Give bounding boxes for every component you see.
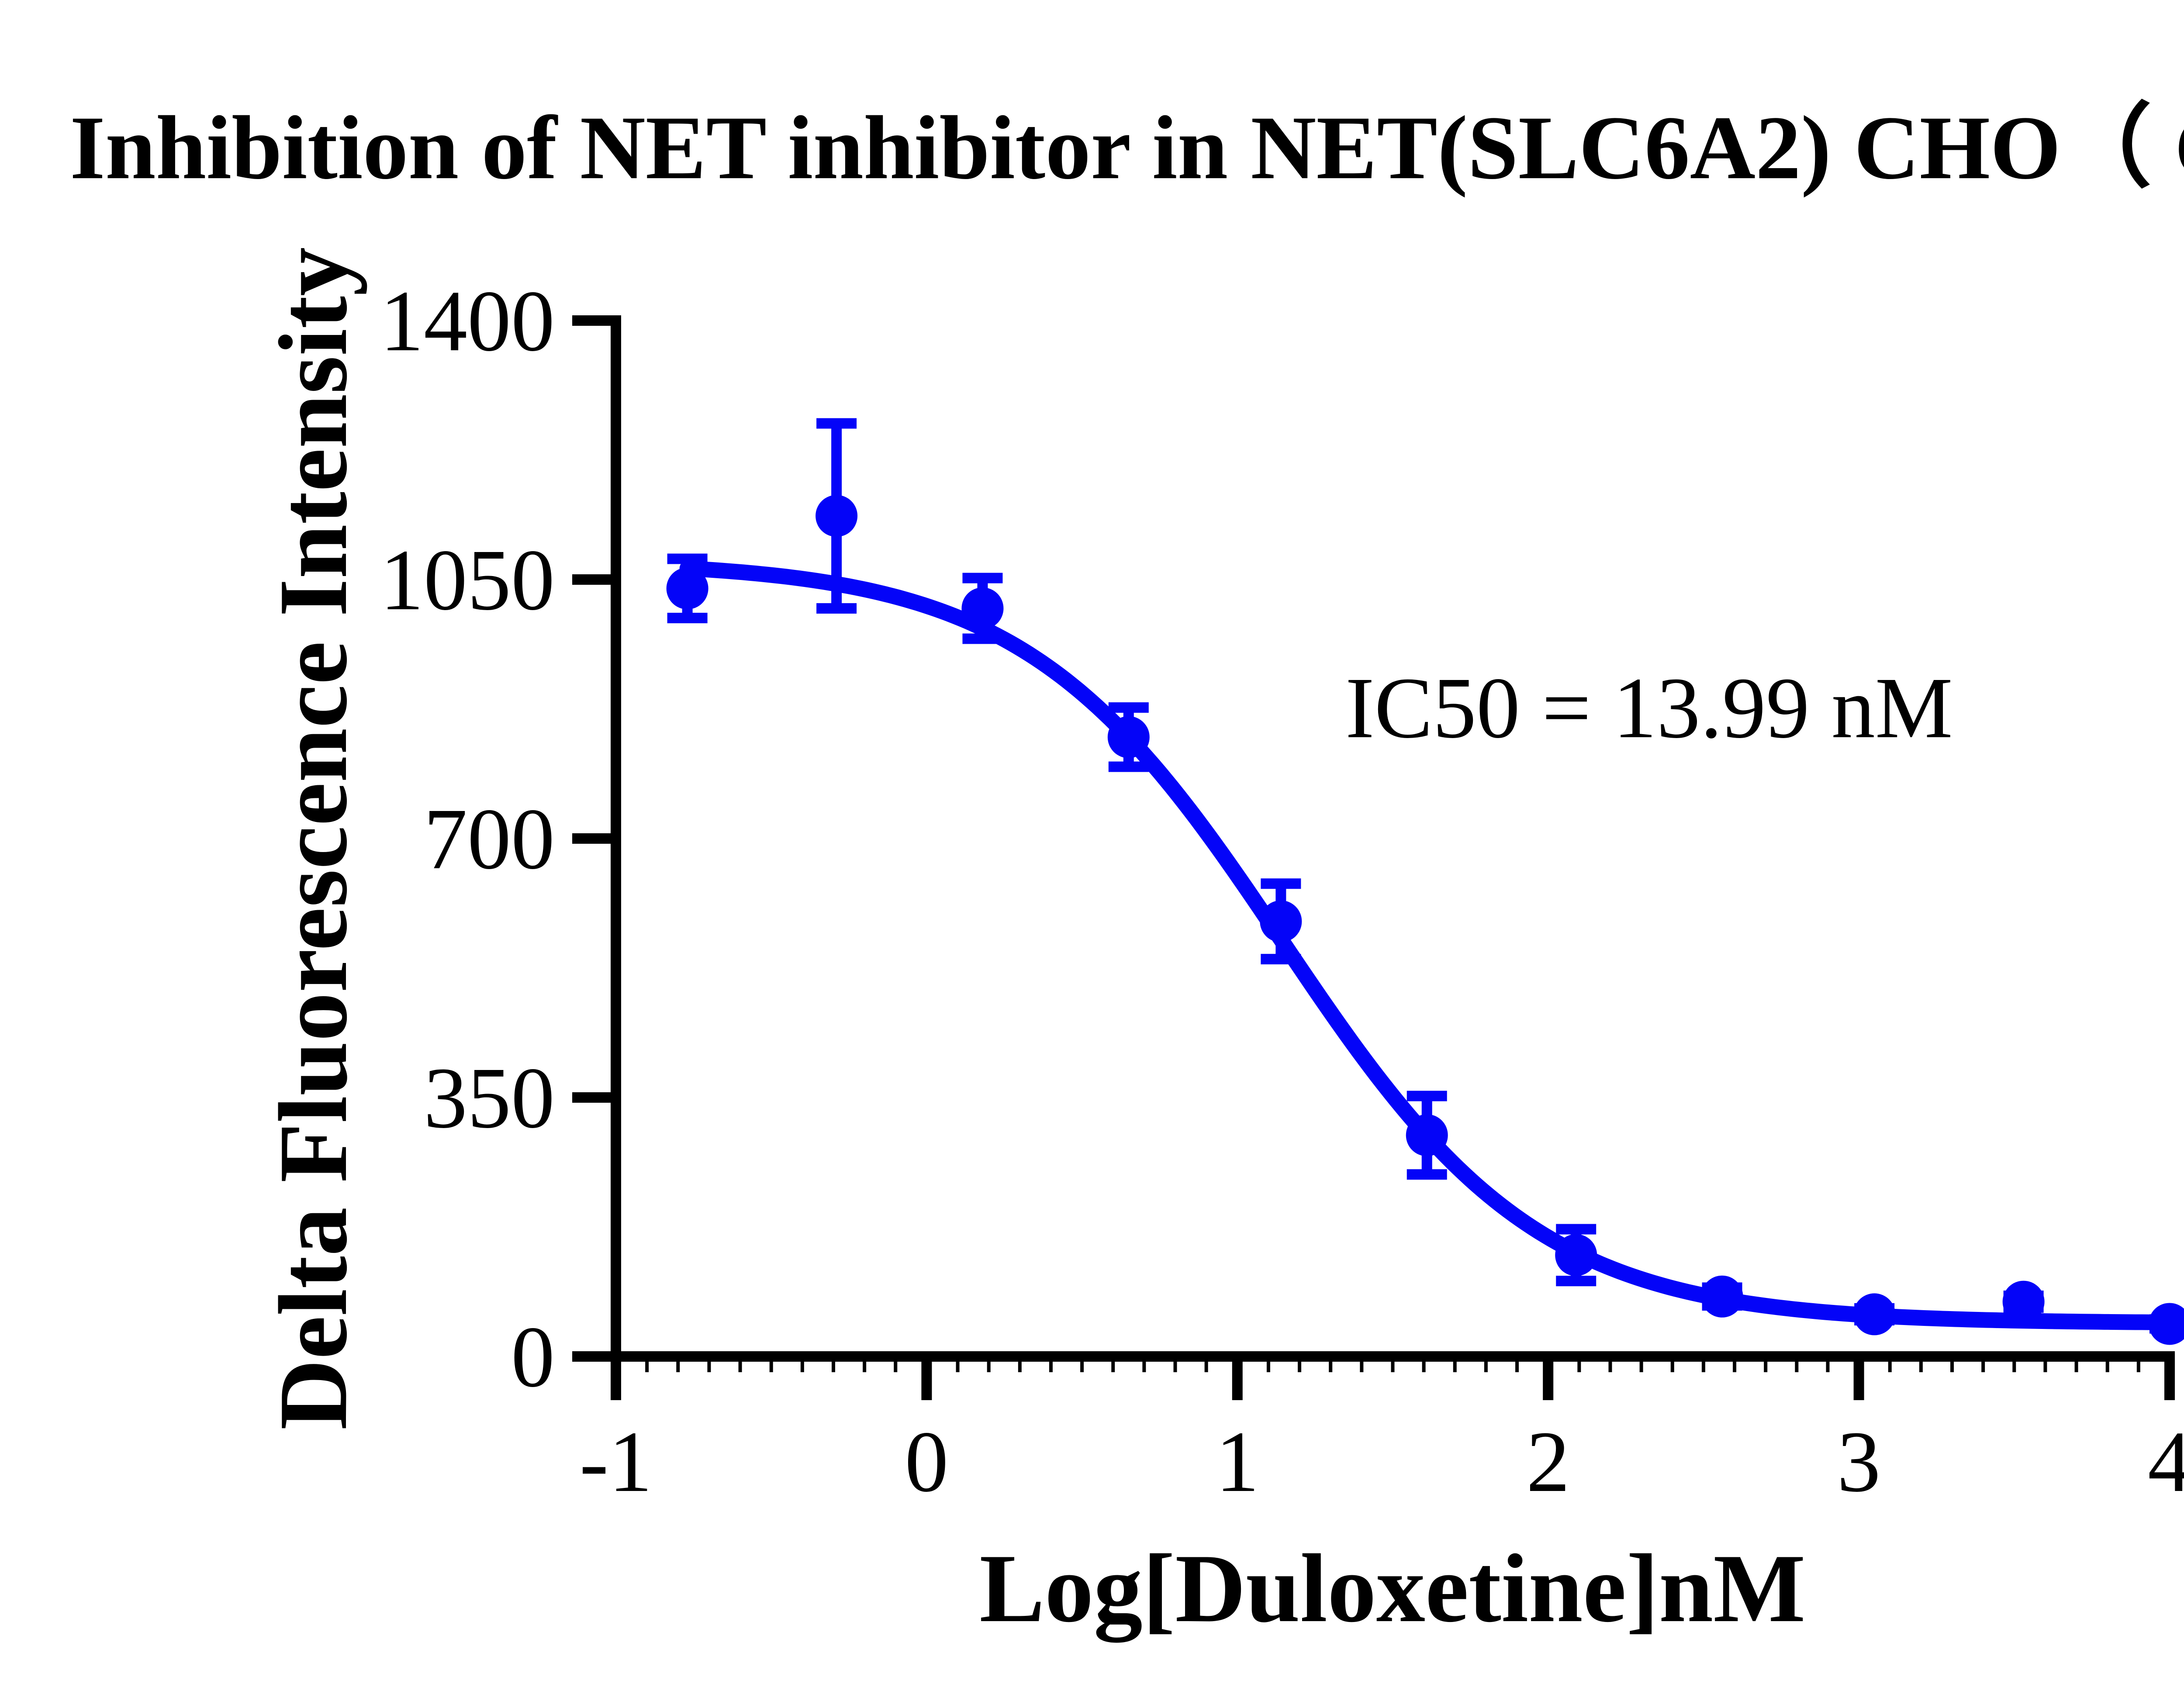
- x-minor-tick: [738, 1362, 742, 1372]
- y-tick-label: 700: [424, 791, 555, 887]
- error-bar-cap-bottom: [1556, 1276, 1597, 1287]
- y-tick: [572, 1092, 611, 1103]
- error-bar-cap-bottom: [962, 633, 1003, 644]
- x-tick: [2164, 1362, 2175, 1400]
- y-tick-label: 0: [511, 1309, 555, 1405]
- y-tick: [572, 574, 611, 585]
- x-minor-tick: [1329, 1362, 1333, 1372]
- y-tick: [572, 1351, 611, 1362]
- chart-title: Inhibition of NET inhibitor in NET(SLC6A…: [70, 100, 2184, 199]
- x-minor-tick: [645, 1362, 649, 1372]
- x-minor-tick: [1981, 1362, 1985, 1372]
- x-minor-tick: [1888, 1362, 1892, 1372]
- x-tick-label: 2: [1526, 1414, 1570, 1510]
- x-tick-label: 3: [1837, 1414, 1881, 1510]
- x-minor-tick: [1484, 1362, 1488, 1372]
- error-bar-cap-top: [962, 573, 1003, 583]
- x-tick: [1232, 1362, 1243, 1400]
- data-point-marker: [1853, 1293, 1896, 1336]
- y-tick-label: 1400: [380, 273, 555, 369]
- x-minor-tick: [1950, 1362, 1954, 1372]
- x-minor-tick: [1764, 1362, 1768, 1372]
- x-minor-tick: [1298, 1362, 1302, 1372]
- x-minor-tick: [1826, 1362, 1830, 1372]
- x-minor-tick: [987, 1362, 991, 1372]
- x-axis-line: [572, 1351, 2175, 1362]
- x-minor-tick: [2012, 1362, 2016, 1372]
- x-minor-tick: [1577, 1362, 1581, 1372]
- error-bar-cap-top: [1108, 702, 1149, 713]
- data-point-marker: [1701, 1275, 1743, 1318]
- data-point-marker: [1406, 1114, 1448, 1156]
- error-bar-cap-bottom: [816, 603, 857, 614]
- x-tick: [921, 1362, 932, 1400]
- x-tick: [1543, 1362, 1554, 1400]
- data-point-marker: [1555, 1234, 1597, 1276]
- data-point-marker: [816, 495, 858, 537]
- x-minor-tick: [1018, 1362, 1022, 1372]
- data-point-marker: [1260, 900, 1302, 942]
- error-bar-cap-bottom: [1108, 761, 1149, 772]
- x-minor-tick: [1391, 1362, 1395, 1372]
- error-bar-cap-bottom: [1261, 954, 1301, 965]
- x-minor-tick: [1142, 1362, 1146, 1372]
- y-tick-label: 1050: [380, 532, 555, 628]
- x-minor-tick: [2105, 1362, 2109, 1372]
- x-minor-tick: [1795, 1362, 1799, 1372]
- error-bar-cap-bottom: [1406, 1169, 1447, 1180]
- x-minor-tick: [1080, 1362, 1084, 1372]
- x-minor-tick: [1266, 1362, 1270, 1372]
- x-tick: [1853, 1362, 1864, 1400]
- x-tick-label: 0: [905, 1414, 948, 1510]
- data-point-marker: [666, 567, 708, 610]
- x-axis-title: Log[Duloxetine]nM: [979, 1536, 1806, 1644]
- x-minor-tick: [1733, 1362, 1737, 1372]
- data-point-marker: [1107, 716, 1150, 758]
- x-minor-tick: [1670, 1362, 1674, 1372]
- error-bar-cap-top: [1556, 1224, 1597, 1235]
- x-tick: [611, 1362, 621, 1400]
- x-minor-tick: [831, 1362, 835, 1372]
- error-bar-cap-top: [1406, 1091, 1447, 1101]
- error-bar-cap-top: [816, 418, 857, 429]
- x-minor-tick: [676, 1362, 680, 1372]
- x-minor-tick: [769, 1362, 773, 1372]
- x-minor-tick: [1701, 1362, 1705, 1372]
- x-minor-tick: [1453, 1362, 1457, 1372]
- x-minor-tick: [2043, 1362, 2047, 1372]
- x-minor-tick: [1608, 1362, 1612, 1372]
- y-tick-label: 350: [424, 1050, 555, 1146]
- x-minor-tick: [1639, 1362, 1643, 1372]
- x-minor-tick: [1515, 1362, 1519, 1372]
- x-minor-tick: [800, 1362, 804, 1372]
- data-point-marker: [961, 587, 1004, 630]
- x-minor-tick: [2074, 1362, 2078, 1372]
- x-minor-tick: [707, 1362, 711, 1372]
- x-minor-tick: [863, 1362, 867, 1372]
- x-tick-label: -1: [580, 1414, 653, 1510]
- y-tick: [572, 833, 611, 844]
- error-bar-cap-bottom: [667, 613, 708, 624]
- x-minor-tick: [894, 1362, 898, 1372]
- data-point-marker: [2002, 1280, 2045, 1323]
- error-bar-cap-top: [1261, 878, 1301, 889]
- x-tick-label: 1: [1216, 1414, 1259, 1510]
- x-minor-tick: [1204, 1362, 1208, 1372]
- x-minor-tick: [1919, 1362, 1923, 1372]
- x-minor-tick: [1173, 1362, 1177, 1372]
- x-minor-tick: [956, 1362, 960, 1372]
- y-axis-line: [611, 315, 621, 1400]
- x-minor-tick: [1360, 1362, 1364, 1372]
- x-minor-tick: [1422, 1362, 1426, 1372]
- y-tick: [572, 315, 611, 326]
- x-minor-tick: [2136, 1362, 2140, 1372]
- x-minor-tick: [1049, 1362, 1053, 1372]
- data-point-marker: [2149, 1303, 2184, 1345]
- x-tick-label: 4: [2148, 1414, 2184, 1510]
- error-bar-cap-top: [667, 553, 708, 564]
- x-minor-tick: [1111, 1362, 1115, 1372]
- ic50-annotation: IC50 = 13.99 nM: [1345, 659, 1953, 756]
